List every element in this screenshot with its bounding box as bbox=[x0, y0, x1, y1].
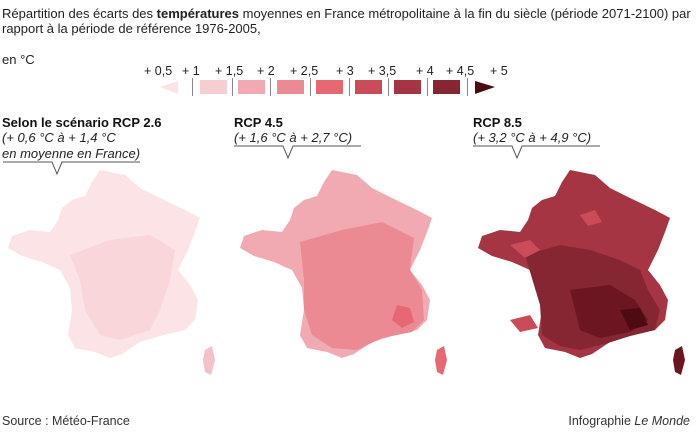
legend-tick-0: + 0,5 bbox=[144, 64, 173, 78]
corsica-shape bbox=[673, 346, 685, 375]
legend-tick-6: + 3,5 bbox=[368, 64, 397, 78]
panel-1-callout bbox=[3, 161, 140, 176]
legend-swatch-1 bbox=[200, 80, 227, 94]
region-band bbox=[620, 308, 648, 330]
legend-separator bbox=[270, 78, 271, 96]
corsica-shape bbox=[435, 346, 447, 375]
map-rcp45 bbox=[240, 170, 447, 375]
chart-title: Répartition des écarts des températures … bbox=[2, 6, 692, 36]
legend-tick-3: + 2 bbox=[257, 64, 275, 78]
source-note: Source : Météo-France bbox=[2, 414, 130, 428]
legend-separator bbox=[467, 78, 468, 96]
title-bold: températures bbox=[156, 6, 240, 21]
legend-separator bbox=[192, 78, 193, 96]
title-part-1: Répartition des écarts des bbox=[2, 6, 157, 21]
legend-separator bbox=[388, 78, 389, 96]
region-band bbox=[392, 305, 414, 328]
legend-separator bbox=[232, 78, 233, 96]
legend-right-triangle bbox=[475, 81, 495, 94]
legend-tick-2: + 1,5 bbox=[215, 64, 244, 78]
panel-1-sub-line2: en moyenne en France) bbox=[2, 146, 141, 161]
credit-prefix: Infographie bbox=[568, 414, 635, 428]
panel-3-title: RCP 8.5 bbox=[473, 115, 522, 130]
legend-svg bbox=[160, 81, 495, 94]
map-rcp85 bbox=[478, 170, 685, 375]
region-band bbox=[300, 222, 424, 350]
panel-2-callout bbox=[234, 145, 361, 160]
credit-brand: Le Monde bbox=[634, 414, 690, 428]
legend-tick-5: + 3 bbox=[336, 64, 354, 78]
panel-2-sub-line1: (+ 1,6 °C à + 2,7 °C) bbox=[234, 130, 353, 145]
legend-separator bbox=[310, 78, 311, 96]
legend-swatch-7 bbox=[433, 80, 460, 94]
corsica-shape bbox=[203, 346, 215, 375]
region-band bbox=[510, 240, 540, 258]
legend-swatch-2 bbox=[238, 80, 265, 94]
color-legend: + 0,5 + 1 + 1,5 + 2 + 2,5 + 3 + 3,5 + 4 … bbox=[144, 64, 510, 104]
legend-swatch-6 bbox=[394, 80, 421, 94]
legend-left-triangle bbox=[160, 81, 178, 94]
legend-tick-4: + 2,5 bbox=[290, 64, 319, 78]
panel-3-sub-line1: (+ 3,2 °C à + 4,9 °C) bbox=[473, 130, 592, 145]
panel-3-callout bbox=[473, 145, 600, 160]
legend-swatch-5 bbox=[355, 80, 382, 94]
region-band bbox=[510, 315, 538, 332]
legend-tick-9: + 5 bbox=[490, 64, 508, 78]
map-rcp26 bbox=[8, 170, 215, 375]
region-band bbox=[580, 210, 602, 226]
legend-tick-8: + 4,5 bbox=[446, 64, 475, 78]
panel-1-title: Selon le scénario RCP 2.6 bbox=[2, 115, 162, 130]
legend-tick-1: + 1 bbox=[182, 64, 200, 78]
legend-separator bbox=[427, 78, 428, 96]
panel-2-title: RCP 4.5 bbox=[234, 115, 283, 130]
panel-1-sub-line1: (+ 0,6 °C à + 1,4 °C bbox=[2, 130, 116, 145]
legend-separator bbox=[349, 78, 350, 96]
title-part-2: moyennes en France métropolitaine à la f… bbox=[2, 6, 691, 36]
legend-swatch-3 bbox=[277, 80, 304, 94]
legend-tick-7: + 4 bbox=[416, 64, 434, 78]
credit-note: Infographie Le Monde bbox=[568, 414, 690, 428]
region-band bbox=[70, 235, 175, 340]
legend-swatch-4 bbox=[316, 80, 343, 94]
unit-label: en °C bbox=[2, 52, 35, 67]
